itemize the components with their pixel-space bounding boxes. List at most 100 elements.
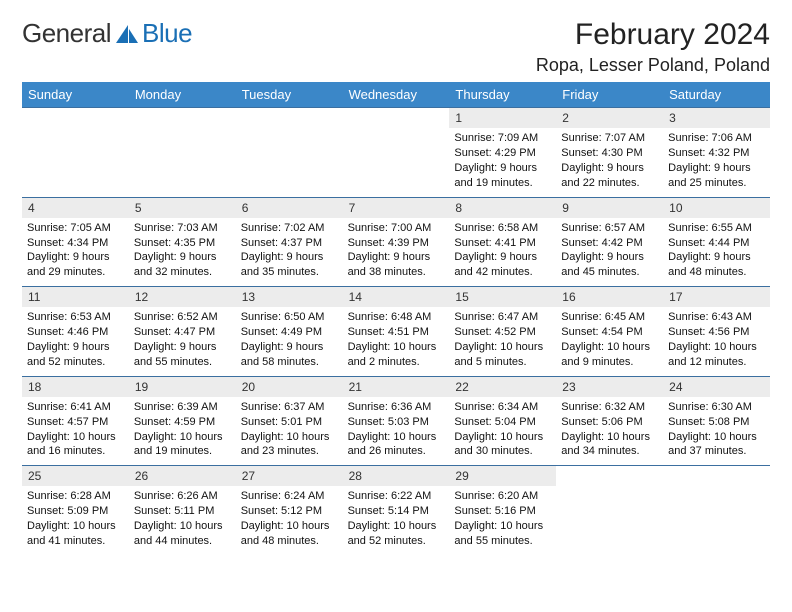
day-header: Saturday [663,82,770,107]
day-number: 17 [663,287,770,307]
day-cell: 20Sunrise: 6:37 AMSunset: 5:01 PMDayligh… [236,377,343,466]
day-number: 29 [449,466,556,486]
day-details: Sunrise: 6:52 AMSunset: 4:47 PMDaylight:… [129,307,236,375]
day-cell: 24Sunrise: 6:30 AMSunset: 5:08 PMDayligh… [663,377,770,466]
daylight: Daylight: 9 hours and 22 minutes. [561,161,658,191]
day-cell: 1Sunrise: 7:09 AMSunset: 4:29 PMDaylight… [449,108,556,197]
day-details: Sunrise: 6:50 AMSunset: 4:49 PMDaylight:… [236,307,343,375]
sunset: Sunset: 4:52 PM [454,325,551,340]
daylight: Daylight: 10 hours and 19 minutes. [134,430,231,460]
day-details: Sunrise: 7:00 AMSunset: 4:39 PMDaylight:… [343,218,450,286]
sunrise: Sunrise: 6:47 AM [454,310,551,325]
day-cell: 5Sunrise: 7:03 AMSunset: 4:35 PMDaylight… [129,198,236,287]
daylight: Daylight: 10 hours and 52 minutes. [348,519,445,549]
empty-cell: . [22,108,129,197]
day-number: 25 [22,466,129,486]
daylight: Daylight: 9 hours and 58 minutes. [241,340,338,370]
day-cell: 16Sunrise: 6:45 AMSunset: 4:54 PMDayligh… [556,287,663,376]
day-cell: 12Sunrise: 6:52 AMSunset: 4:47 PMDayligh… [129,287,236,376]
title-block: February 2024 Ropa, Lesser Poland, Polan… [536,18,770,76]
sunrise: Sunrise: 6:22 AM [348,489,445,504]
day-details: Sunrise: 6:26 AMSunset: 5:11 PMDaylight:… [129,486,236,554]
sunset: Sunset: 4:37 PM [241,236,338,251]
sunset: Sunset: 5:12 PM [241,504,338,519]
sunset: Sunset: 4:51 PM [348,325,445,340]
sunrise: Sunrise: 6:53 AM [27,310,124,325]
sunrise: Sunrise: 6:45 AM [561,310,658,325]
daylight: Daylight: 10 hours and 41 minutes. [27,519,124,549]
sunrise: Sunrise: 6:52 AM [134,310,231,325]
sunrise: Sunrise: 6:28 AM [27,489,124,504]
daylight: Daylight: 10 hours and 12 minutes. [668,340,765,370]
day-details: Sunrise: 7:09 AMSunset: 4:29 PMDaylight:… [449,128,556,196]
sunset: Sunset: 4:29 PM [454,146,551,161]
day-details: Sunrise: 6:48 AMSunset: 4:51 PMDaylight:… [343,307,450,375]
sunset: Sunset: 4:47 PM [134,325,231,340]
sunset: Sunset: 4:39 PM [348,236,445,251]
sunset: Sunset: 5:01 PM [241,415,338,430]
day-details: Sunrise: 6:32 AMSunset: 5:06 PMDaylight:… [556,397,663,465]
day-details: Sunrise: 6:36 AMSunset: 5:03 PMDaylight:… [343,397,450,465]
week-row: 11Sunrise: 6:53 AMSunset: 4:46 PMDayligh… [22,286,770,376]
day-number: 18 [22,377,129,397]
day-details: Sunrise: 7:07 AMSunset: 4:30 PMDaylight:… [556,128,663,196]
day-number: 5 [129,198,236,218]
daylight: Daylight: 9 hours and 45 minutes. [561,250,658,280]
day-cell: 9Sunrise: 6:57 AMSunset: 4:42 PMDaylight… [556,198,663,287]
sunset: Sunset: 4:44 PM [668,236,765,251]
day-number: 1 [449,108,556,128]
sunrise: Sunrise: 6:43 AM [668,310,765,325]
day-cell: 29Sunrise: 6:20 AMSunset: 5:16 PMDayligh… [449,466,556,555]
day-header: Thursday [449,82,556,107]
day-number: 16 [556,287,663,307]
sunset: Sunset: 4:34 PM [27,236,124,251]
day-header: Tuesday [236,82,343,107]
sunset: Sunset: 4:30 PM [561,146,658,161]
day-header: Wednesday [343,82,450,107]
day-number: 20 [236,377,343,397]
day-number: 7 [343,198,450,218]
day-cell: 15Sunrise: 6:47 AMSunset: 4:52 PMDayligh… [449,287,556,376]
day-cell: 18Sunrise: 6:41 AMSunset: 4:57 PMDayligh… [22,377,129,466]
day-cell: 7Sunrise: 7:00 AMSunset: 4:39 PMDaylight… [343,198,450,287]
empty-cell: . [236,108,343,197]
day-number: 28 [343,466,450,486]
daylight: Daylight: 9 hours and 42 minutes. [454,250,551,280]
week-row: 4Sunrise: 7:05 AMSunset: 4:34 PMDaylight… [22,197,770,287]
day-details: Sunrise: 7:02 AMSunset: 4:37 PMDaylight:… [236,218,343,286]
day-cell: 22Sunrise: 6:34 AMSunset: 5:04 PMDayligh… [449,377,556,466]
day-number: 23 [556,377,663,397]
sunrise: Sunrise: 6:32 AM [561,400,658,415]
day-details: Sunrise: 6:41 AMSunset: 4:57 PMDaylight:… [22,397,129,465]
day-number: 19 [129,377,236,397]
sunrise: Sunrise: 6:36 AM [348,400,445,415]
daylight: Daylight: 9 hours and 29 minutes. [27,250,124,280]
daylight: Daylight: 10 hours and 16 minutes. [27,430,124,460]
daylight: Daylight: 9 hours and 55 minutes. [134,340,231,370]
sunset: Sunset: 4:35 PM [134,236,231,251]
day-cell: 26Sunrise: 6:26 AMSunset: 5:11 PMDayligh… [129,466,236,555]
day-cell: 3Sunrise: 7:06 AMSunset: 4:32 PMDaylight… [663,108,770,197]
day-details: Sunrise: 6:34 AMSunset: 5:04 PMDaylight:… [449,397,556,465]
daylight: Daylight: 10 hours and 5 minutes. [454,340,551,370]
daylight: Daylight: 9 hours and 38 minutes. [348,250,445,280]
sunset: Sunset: 5:09 PM [27,504,124,519]
day-number: 9 [556,198,663,218]
day-number: 22 [449,377,556,397]
sunrise: Sunrise: 7:00 AM [348,221,445,236]
sunrise: Sunrise: 7:07 AM [561,131,658,146]
week-row: 18Sunrise: 6:41 AMSunset: 4:57 PMDayligh… [22,376,770,466]
header: General Blue February 2024 Ropa, Lesser … [22,18,770,76]
day-details: Sunrise: 6:43 AMSunset: 4:56 PMDaylight:… [663,307,770,375]
day-details: Sunrise: 6:45 AMSunset: 4:54 PMDaylight:… [556,307,663,375]
sunrise: Sunrise: 6:55 AM [668,221,765,236]
day-cell: 8Sunrise: 6:58 AMSunset: 4:41 PMDaylight… [449,198,556,287]
sunrise: Sunrise: 6:24 AM [241,489,338,504]
sunrise: Sunrise: 6:57 AM [561,221,658,236]
day-number: 6 [236,198,343,218]
logo: General Blue [22,18,192,49]
sunrise: Sunrise: 6:48 AM [348,310,445,325]
sunset: Sunset: 5:16 PM [454,504,551,519]
sunrise: Sunrise: 6:50 AM [241,310,338,325]
empty-cell: . [129,108,236,197]
